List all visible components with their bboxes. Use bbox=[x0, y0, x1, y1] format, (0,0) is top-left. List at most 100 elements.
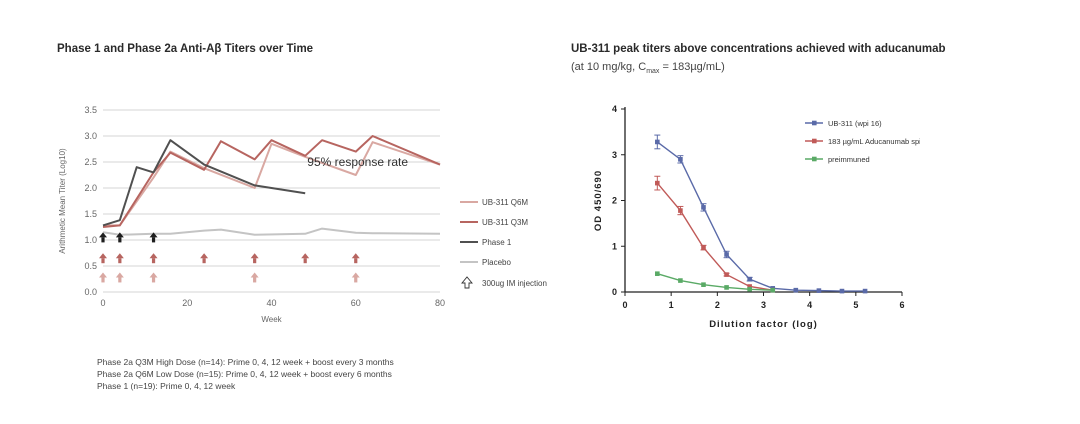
arrow-shaft bbox=[101, 237, 105, 243]
data-point-ub-311-wpi-16 bbox=[793, 287, 799, 293]
arrow-head bbox=[99, 253, 107, 259]
footnote-q3m: Phase 2a Q3M High Dose (n=14): Prime 0, … bbox=[97, 357, 394, 367]
data-point-ub-311-wpi-16 bbox=[701, 205, 706, 210]
data-point-ub-311-wpi-16 bbox=[862, 288, 868, 294]
x-tick-label: 4 bbox=[807, 300, 812, 310]
data-point-183-g-ml-aducanumab-spiked bbox=[747, 284, 752, 289]
legend-injection-arrow-icon bbox=[461, 276, 473, 289]
y-tick-label: 3.0 bbox=[84, 131, 97, 141]
legend-label-phase-1: Phase 1 bbox=[482, 238, 512, 247]
arrow-head bbox=[115, 232, 124, 238]
injection-arrow-q3m bbox=[301, 253, 310, 264]
data-point-preimmuned bbox=[701, 282, 706, 287]
arrow-shaft bbox=[253, 277, 257, 283]
x-tick-label: 3 bbox=[761, 300, 766, 310]
arrow-shaft bbox=[253, 258, 257, 264]
legend-label-183-g-ml-aducanumab-spiked: 183 µg/mL Aducanumab spiked bbox=[828, 137, 920, 146]
arrow-head bbox=[200, 253, 209, 259]
data-point-ub-311-wpi-16 bbox=[839, 288, 845, 294]
data-point-183-g-ml-aducanumab-spiked bbox=[655, 180, 660, 186]
titer-line-chart: 0.0 0.5 1.0 1.5 2.0 2.5 3.0 3.5 0 20 40 60 80 Week Ari… bbox=[58, 105, 547, 324]
data-point-ub-311-wpi-16 bbox=[724, 252, 729, 257]
x-tick-label: 60 bbox=[351, 298, 361, 308]
x-tick-label: 5 bbox=[853, 300, 858, 310]
arrow-head bbox=[149, 272, 158, 278]
series-line-ub-311-wpi-16 bbox=[656, 141, 866, 292]
data-point-183-g-ml-aducanumab-spiked bbox=[701, 245, 706, 250]
legend-label-ub-311-q3m: UB-311 Q3M bbox=[482, 218, 528, 227]
footnote-q6m: Phase 2a Q6M Low Dose (n=15): Prime 0, 4… bbox=[97, 369, 392, 379]
arrow-head bbox=[351, 253, 360, 259]
legend-label-placebo: Placebo bbox=[482, 258, 511, 267]
arrow-shaft bbox=[151, 258, 156, 264]
data-point-183-g-ml-aducanumab-spiked bbox=[724, 272, 729, 277]
arrow-shaft bbox=[354, 258, 358, 264]
injection-arrow-q3m bbox=[200, 253, 209, 264]
injection-arrow-phase1 bbox=[115, 232, 124, 243]
injection-arrow-q3m bbox=[250, 253, 259, 264]
left-chart-title: Phase 1 and Phase 2a Anti-Aβ Titers over… bbox=[57, 43, 314, 55]
x-tick-label: 6 bbox=[899, 300, 904, 310]
injection-arrow-q6m bbox=[99, 272, 107, 283]
legend-label-ub-311-q6m: UB-311 Q6M bbox=[482, 198, 528, 207]
data-point-ub-311-wpi-16 bbox=[678, 157, 683, 162]
arrow-head bbox=[351, 272, 360, 278]
arrow-shaft bbox=[118, 258, 122, 264]
right-chart-subtitle: (at 10 mg/kg, Cmax = 183µg/mL) bbox=[571, 61, 725, 76]
arrow-shaft bbox=[151, 237, 156, 243]
data-point-preimmuned bbox=[747, 286, 752, 292]
y-tick-label: 2.5 bbox=[84, 157, 97, 167]
x-tick-label: 20 bbox=[182, 298, 192, 308]
right-chart-title: UB-311 peak titers above concentrations … bbox=[571, 43, 946, 55]
series-line-placebo bbox=[102, 227, 441, 236]
arrow-head bbox=[149, 232, 158, 238]
legend-label-ub-311-wpi-16: UB-311 (wpi 16) bbox=[828, 119, 882, 128]
y-tick-label: 0.0 bbox=[84, 287, 97, 297]
arrow-shaft bbox=[101, 258, 105, 264]
series-line-183-g-ml-aducanumab-spiked bbox=[656, 182, 773, 291]
arrow-shaft bbox=[202, 258, 206, 264]
arrow-head bbox=[301, 253, 310, 259]
y-tick-label: 1.0 bbox=[84, 235, 97, 245]
injection-arrow-q3m bbox=[351, 253, 360, 264]
x-tick-label: 80 bbox=[435, 298, 445, 308]
x-tick-label: 0 bbox=[100, 298, 105, 308]
arrow-head bbox=[115, 272, 124, 278]
series-line-phase-1 bbox=[102, 139, 306, 227]
arrow-head bbox=[115, 253, 124, 259]
data-point-preimmuned bbox=[678, 278, 683, 283]
od-dilution-chart: 0 1 2 3 4 0 1 2 3 4 5 6 Dilution factor (log) OD 450/… bbox=[593, 104, 920, 330]
injection-arrow-phase1 bbox=[149, 232, 158, 243]
x-tick-label: 40 bbox=[266, 298, 276, 308]
y-axis-label: OD 450/690 bbox=[593, 170, 604, 231]
data-point-ub-311-wpi-16 bbox=[655, 139, 660, 145]
arrow-head bbox=[99, 272, 107, 278]
arrow-head bbox=[149, 253, 158, 259]
arrow-outline bbox=[461, 276, 473, 289]
y-tick-label: 1 bbox=[612, 241, 617, 251]
y-tick-label: 1.5 bbox=[84, 209, 97, 219]
legend-label-preimmuned: preimmuned bbox=[828, 155, 870, 164]
injection-arrow-q3m bbox=[99, 253, 107, 264]
injection-arrow-q6m bbox=[351, 272, 360, 283]
data-point-preimmuned bbox=[770, 287, 776, 293]
x-tick-label: 1 bbox=[669, 300, 674, 310]
footnote-phase1: Phase 1 (n=19): Prime 0, 4, 12 week bbox=[97, 381, 236, 391]
series-line-ub-311-q6m bbox=[103, 141, 441, 227]
arrow-shaft bbox=[303, 258, 307, 264]
arrow-head bbox=[250, 253, 259, 259]
arrow-shaft bbox=[354, 277, 358, 283]
footnotes: Phase 2a Q3M High Dose (n=14): Prime 0, … bbox=[97, 356, 394, 392]
data-point-183-g-ml-aducanumab-spiked bbox=[678, 208, 683, 213]
x-axis-label: Dilution factor (log) bbox=[709, 319, 818, 330]
injection-arrow-q3m bbox=[115, 253, 124, 264]
arrow-shaft bbox=[101, 277, 105, 283]
y-tick-label: 0.5 bbox=[84, 261, 97, 271]
response-rate-annotation: 95% response rate bbox=[307, 155, 408, 169]
y-tick-label: 2 bbox=[612, 196, 617, 206]
y-tick-label: 3 bbox=[612, 150, 617, 160]
y-tick-label: 3.5 bbox=[84, 105, 97, 115]
x-tick-label: 2 bbox=[715, 300, 720, 310]
injection-arrow-q3m bbox=[149, 253, 158, 264]
data-point-preimmuned bbox=[655, 271, 660, 276]
